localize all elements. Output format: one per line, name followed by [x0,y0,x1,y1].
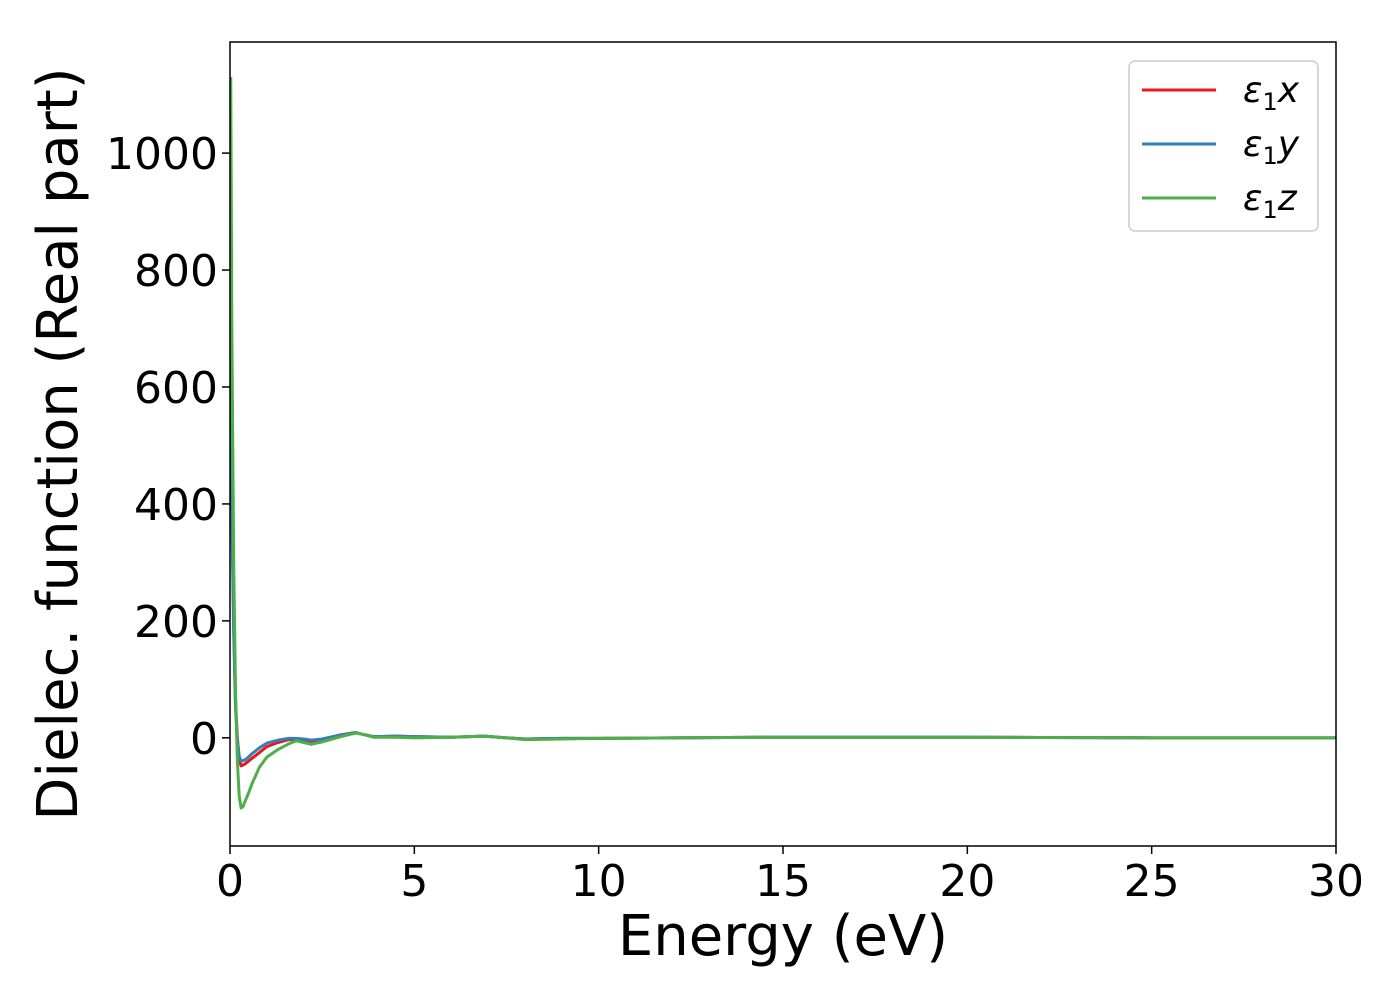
y-tick-label: 600 [134,363,218,414]
x-tick-label: 10 [571,856,627,907]
x-tick-label: 5 [400,856,428,907]
y-axis-label: Dielec. function (Real part) [26,67,91,820]
y-tick-label: 200 [134,597,218,648]
legend-label-x: ε1x [1243,70,1300,116]
y-tick-label: 400 [134,480,218,531]
x-tick-label: 15 [755,856,811,907]
legend: ε1x ε1y ε1z [1128,60,1319,232]
legend-label-z: ε1z [1243,178,1298,224]
x-tick-label: 20 [939,856,995,907]
legend-label-y: ε1y [1243,124,1300,170]
series-line-x [230,357,1336,768]
y-axis-ticks: 0 200 400 600 800 1000 [106,129,230,765]
series-line-y [230,398,1336,763]
x-tick-label: 30 [1308,856,1364,907]
y-tick-label: 0 [190,714,218,765]
series-layer [230,77,1336,810]
legend-box [1128,60,1319,232]
x-tick-label: 25 [1124,856,1180,907]
x-tick-label: 0 [216,856,244,907]
series-line-z [230,77,1336,810]
x-axis-ticks: 0 5 10 15 20 25 30 [216,846,1364,907]
y-tick-label: 1000 [106,129,218,180]
y-tick-label: 800 [134,246,218,297]
x-axis-label: Energy (eV) [618,904,948,969]
